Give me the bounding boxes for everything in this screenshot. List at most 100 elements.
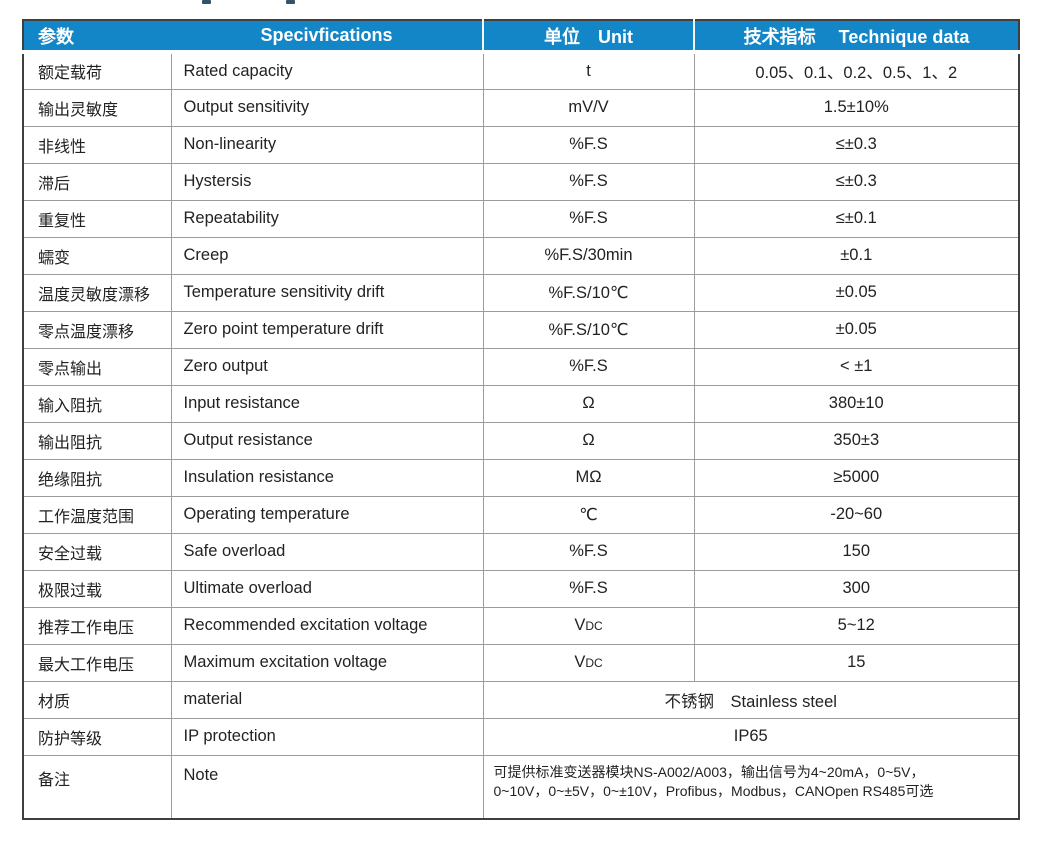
unit-vdc-sub: DC — [585, 619, 603, 633]
cell-unit: %F.S/10℃ — [482, 310, 695, 349]
cell-unit: %F.S/10℃ — [482, 273, 695, 312]
cell-value: ≥5000 — [693, 458, 1020, 497]
col-header-param: 参数 — [23, 20, 171, 54]
table-row: 零点输出 Zero output %F.S < ±1 — [22, 347, 1020, 386]
cell-spec: Hystersis — [170, 162, 484, 201]
cell-param: 输出阻抗 — [22, 421, 172, 460]
table-row: 材质 material 不锈钢 Stainless steel — [22, 680, 1020, 719]
unit-vdc: V — [574, 616, 586, 634]
table-row: 输入阻抗 Input resistance Ω 380±10 — [22, 384, 1020, 423]
cell-spec: material — [170, 680, 484, 719]
cell-value: 150 — [693, 532, 1020, 571]
cell-spec: Output resistance — [170, 421, 484, 460]
table-row: 极限过载 Ultimate overload %F.S 300 — [22, 569, 1020, 608]
note-line-2: 0~10V，0~±5V，0~±10V，Profibus，Modbus，CANOp… — [493, 782, 934, 799]
cell-value: 15 — [693, 643, 1020, 682]
table-row: 工作温度范围 Operating temperature ℃ -20~60 — [22, 495, 1020, 534]
cell-value: 1.5±10% — [693, 88, 1020, 127]
col-header-technique-data: 技术指标 Technique data — [693, 20, 1019, 54]
cell-unit: %F.S — [482, 569, 695, 608]
cell-unit: %F.S — [482, 347, 695, 386]
cell-param: 推荐工作电压 — [22, 606, 172, 645]
cell-value: 5~12 — [693, 606, 1020, 645]
cell-note: 可提供标准变送器模块NS-A002/A003，输出信号为4~20mA，0~5V，… — [482, 754, 1020, 820]
table-row-note: 备注 Note 可提供标准变送器模块NS-A002/A003，输出信号为4~20… — [22, 754, 1020, 820]
table-row: 输出灵敏度 Output sensitivity mV/V 1.5±10% — [22, 88, 1020, 127]
header-row: 参数 Specivfications 单位 Unit 技术指标 Techniqu… — [23, 20, 1019, 54]
cell-value: ±0.1 — [693, 236, 1020, 275]
cell-param: 安全过载 — [22, 532, 172, 571]
cell-value: < ±1 — [693, 347, 1020, 386]
cell-spec: Output sensitivity — [170, 88, 484, 127]
spec-table-container: 参数 Specivfications 单位 Unit 技术指标 Techniqu… — [22, 19, 1020, 820]
cell-unit: Ω — [482, 421, 695, 460]
cell-unit: Ω — [482, 384, 695, 423]
cell-value: 300 — [693, 569, 1020, 608]
unit-vdc-sub: DC — [585, 656, 603, 670]
cell-value: ≤±0.3 — [693, 125, 1020, 164]
cell-param: 材质 — [22, 680, 172, 719]
cell-param: 蠕变 — [22, 236, 172, 275]
unit-vdc: V — [574, 653, 586, 671]
cell-param: 备注 — [22, 754, 172, 820]
cell-unit: VDC — [482, 643, 695, 682]
cell-merged-value: 不锈钢 Stainless steel — [482, 680, 1020, 719]
cell-spec: Creep — [170, 236, 484, 275]
cell-spec: Rated capacity — [170, 51, 484, 90]
cell-spec: Operating temperature — [170, 495, 484, 534]
table-row: 温度灵敏度漂移 Temperature sensitivity drift %F… — [22, 273, 1020, 312]
cell-merged-value: IP65 — [482, 717, 1020, 756]
cell-unit: MΩ — [482, 458, 695, 497]
table-row: 重复性 Repeatability %F.S ≤±0.1 — [22, 199, 1020, 238]
cell-unit: ℃ — [482, 495, 695, 534]
cell-param: 零点温度漂移 — [22, 310, 172, 349]
cell-value: 380±10 — [693, 384, 1020, 423]
cell-spec: IP protection — [170, 717, 484, 756]
cell-spec: Zero output — [170, 347, 484, 386]
cell-spec: Temperature sensitivity drift — [170, 273, 484, 312]
cell-param: 温度灵敏度漂移 — [22, 273, 172, 312]
cell-spec: Zero point temperature drift — [170, 310, 484, 349]
cell-unit: %F.S — [482, 125, 695, 164]
cell-unit: %F.S/30min — [482, 236, 695, 275]
cell-param: 滞后 — [22, 162, 172, 201]
cell-param: 最大工作电压 — [22, 643, 172, 682]
cell-spec: Maximum excitation voltage — [170, 643, 484, 682]
cell-value: ≤±0.1 — [693, 199, 1020, 238]
cell-spec: Repeatability — [170, 199, 484, 238]
table-row: 安全过载 Safe overload %F.S 150 — [22, 532, 1020, 571]
cell-param: 极限过载 — [22, 569, 172, 608]
cell-value: 0.05、0.1、0.2、0.5、1、2 — [693, 51, 1020, 90]
cell-unit: VDC — [482, 606, 695, 645]
table-row: 非线性 Non-linearity %F.S ≤±0.3 — [22, 125, 1020, 164]
cell-spec: Input resistance — [170, 384, 484, 423]
table-header: 参数 Specivfications 单位 Unit 技术指标 Techniqu… — [23, 20, 1019, 54]
cell-param: 非线性 — [22, 125, 172, 164]
cell-param: 输出灵敏度 — [22, 88, 172, 127]
table-row: 绝缘阻抗 Insulation resistance MΩ ≥5000 — [22, 458, 1020, 497]
cell-param: 额定载荷 — [22, 51, 172, 90]
cell-value: 350±3 — [693, 421, 1020, 460]
cell-value: ≤±0.3 — [693, 162, 1020, 201]
table-row: 蠕变 Creep %F.S/30min ±0.1 — [22, 236, 1020, 275]
col-header-specifications: Specivfications — [171, 20, 483, 54]
cell-param: 绝缘阻抗 — [22, 458, 172, 497]
cropped-text-fragment — [202, 0, 211, 4]
spec-table: 参数 Specivfications 单位 Unit 技术指标 Techniqu… — [22, 19, 1020, 820]
cropped-text-fragment — [286, 0, 295, 4]
col-header-unit: 单位 Unit — [482, 20, 694, 54]
cell-unit: %F.S — [482, 162, 695, 201]
cell-param: 工作温度范围 — [22, 495, 172, 534]
cell-spec: Recommended excitation voltage — [170, 606, 484, 645]
cell-unit: %F.S — [482, 532, 695, 571]
cell-param: 输入阻抗 — [22, 384, 172, 423]
cell-value: ±0.05 — [693, 310, 1020, 349]
table-row: 防护等级 IP protection IP65 — [22, 717, 1020, 756]
cell-spec: Non-linearity — [170, 125, 484, 164]
cell-unit: %F.S — [482, 199, 695, 238]
cell-spec: Ultimate overload — [170, 569, 484, 608]
table-row: 推荐工作电压 Recommended excitation voltage VD… — [22, 606, 1020, 645]
cell-spec: Safe overload — [170, 532, 484, 571]
note-line-1: 可提供标准变送器模块NS-A002/A003，输出信号为4~20mA，0~5V， — [493, 763, 925, 780]
cell-unit: t — [482, 51, 695, 90]
